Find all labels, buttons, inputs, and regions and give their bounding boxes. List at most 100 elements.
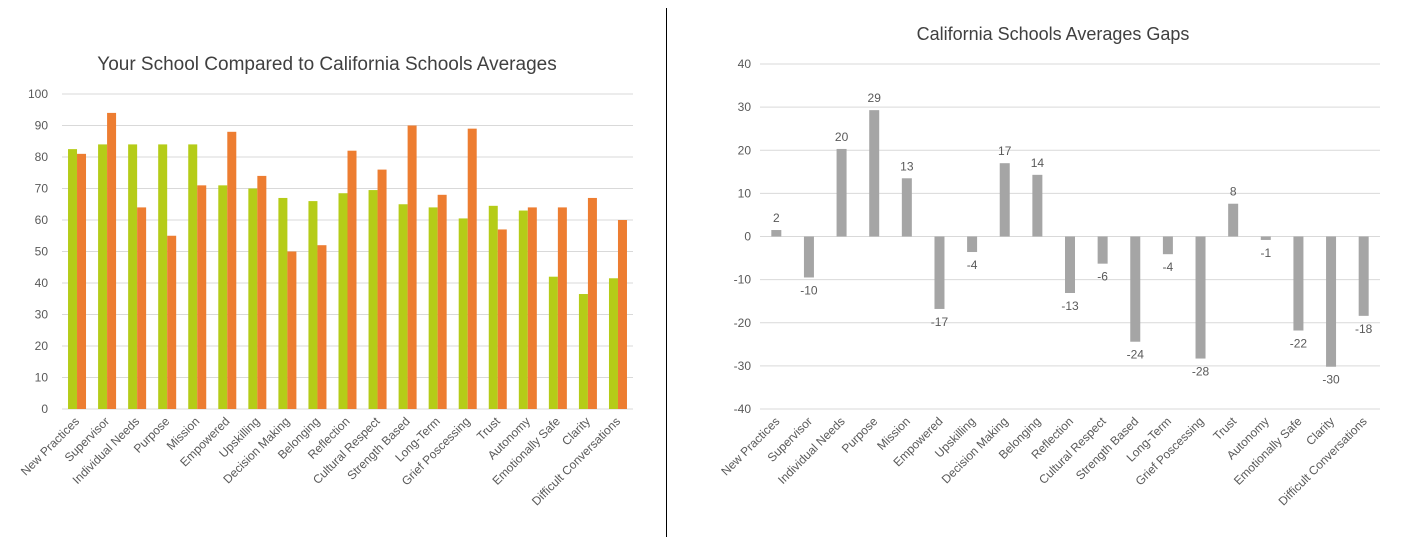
y-tick-label: 30 <box>35 308 49 322</box>
bar-california <box>257 175 267 409</box>
y-tick-label: 40 <box>35 276 49 290</box>
bar-california <box>347 150 357 409</box>
y-tick-label: 10 <box>738 186 752 200</box>
bar-gap <box>1326 236 1337 367</box>
y-tick-label: 10 <box>35 371 49 385</box>
y-tick-label: -20 <box>734 316 752 330</box>
y-tick-label: 90 <box>35 119 49 133</box>
bar-california <box>167 235 177 409</box>
y-tick-label: 40 <box>738 57 752 71</box>
bar-school <box>248 188 258 409</box>
bar-gap <box>771 230 782 237</box>
data-label: -30 <box>1322 373 1340 387</box>
bar-school <box>188 144 198 409</box>
bar-gap <box>999 163 1010 237</box>
bar-school <box>158 144 168 409</box>
bar-school <box>128 144 138 409</box>
y-tick-label: 0 <box>41 402 48 416</box>
bar-california <box>227 131 237 410</box>
bar-school <box>398 204 408 409</box>
bar-california <box>137 207 147 409</box>
chart-title: Your School Compared to California Schoo… <box>97 54 556 75</box>
bar-california <box>437 194 447 409</box>
bar-california <box>377 169 387 409</box>
y-tick-label: -10 <box>734 273 752 287</box>
data-label: -22 <box>1290 337 1308 351</box>
data-label: 17 <box>998 144 1012 158</box>
bar-gap <box>1228 203 1239 237</box>
bar-school <box>308 201 318 409</box>
data-label: -17 <box>931 315 949 329</box>
bar-gap <box>1097 236 1108 264</box>
bar-school <box>278 197 288 409</box>
data-label: 8 <box>1230 185 1237 199</box>
bar-california <box>287 251 297 409</box>
bar-california <box>107 112 117 410</box>
data-label: -10 <box>800 283 818 297</box>
bar-california <box>497 229 507 409</box>
bar-school <box>518 210 528 409</box>
bar-school <box>548 276 558 409</box>
bar-school <box>98 144 108 409</box>
data-label: -18 <box>1355 322 1373 336</box>
bar-california <box>317 245 327 409</box>
bar-gap <box>803 236 814 278</box>
bar-california <box>467 128 477 409</box>
data-label: -4 <box>1163 260 1174 274</box>
bar-school <box>458 218 468 409</box>
bar-school <box>68 149 78 409</box>
data-label: -28 <box>1192 365 1210 379</box>
bar-gap <box>1293 236 1304 331</box>
bar-gap <box>1260 236 1271 240</box>
data-label: -24 <box>1127 348 1145 362</box>
bar-california <box>557 207 567 409</box>
bar-gap <box>934 236 945 309</box>
bar-gap <box>967 236 978 253</box>
y-tick-label: 20 <box>35 339 49 353</box>
bar-school <box>338 193 348 409</box>
bar-gap <box>901 178 912 237</box>
bar-california <box>77 153 87 409</box>
bar-gap <box>1130 236 1141 342</box>
y-tick-label: 80 <box>35 150 49 164</box>
x-tick-label: Purpose <box>839 414 881 456</box>
y-tick-label: 50 <box>35 245 49 259</box>
data-label: 20 <box>835 130 849 144</box>
y-tick-label: 100 <box>28 87 48 101</box>
y-tick-label: -40 <box>734 402 752 416</box>
x-tick-label: Trust <box>1210 414 1239 443</box>
chart-title: California Schools Averages Gaps <box>917 24 1190 44</box>
comparison-chart: Your School Compared to California Schoo… <box>18 54 633 508</box>
y-tick-label: 70 <box>35 182 49 196</box>
bar-gap <box>1065 236 1075 293</box>
bar-california <box>407 125 417 409</box>
bar-california <box>197 185 207 409</box>
bar-gap <box>1032 174 1043 237</box>
bar-gap <box>1358 236 1369 316</box>
bar-school <box>578 294 588 409</box>
bar-school <box>368 190 378 409</box>
bar-gap <box>836 148 847 237</box>
data-label: 13 <box>900 159 914 173</box>
data-label: 2 <box>773 211 780 225</box>
data-label: -6 <box>1097 270 1108 284</box>
bar-school <box>428 207 438 409</box>
y-tick-label: 60 <box>35 213 49 227</box>
bar-school <box>488 205 498 409</box>
bar-school <box>608 278 618 409</box>
data-label: -4 <box>967 258 978 272</box>
bar-california <box>617 220 627 409</box>
data-label: 14 <box>1031 156 1045 170</box>
y-tick-label: 20 <box>738 143 752 157</box>
data-label: -1 <box>1260 246 1271 260</box>
y-tick-label: 30 <box>738 100 752 114</box>
data-label: -13 <box>1061 299 1079 313</box>
bar-gap <box>1195 236 1206 359</box>
bar-school <box>218 185 228 409</box>
bar-gap <box>869 110 880 237</box>
data-label: 29 <box>868 91 882 105</box>
y-tick-label: -30 <box>734 359 752 373</box>
